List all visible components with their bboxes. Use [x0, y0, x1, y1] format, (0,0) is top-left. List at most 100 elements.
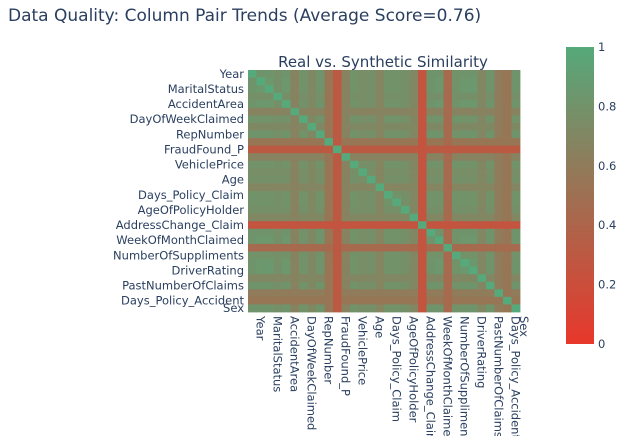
heatmap-cell — [426, 122, 436, 131]
heatmap-cell — [265, 259, 274, 268]
y-tick-label: Age — [222, 173, 244, 187]
heatmap-cell — [384, 168, 393, 177]
heatmap-cell — [273, 281, 283, 290]
heatmap-cell — [324, 160, 334, 169]
heatmap-cell — [392, 122, 402, 131]
heatmap-cell — [477, 100, 487, 109]
heatmap-cell — [494, 213, 504, 222]
heatmap-cell — [324, 168, 334, 177]
heatmap-cell — [273, 100, 283, 109]
heatmap-cell — [460, 243, 470, 252]
heatmap-cell — [503, 160, 512, 169]
heatmap-cell — [494, 77, 504, 86]
heatmap-cell — [401, 191, 410, 199]
heatmap-cell — [503, 236, 512, 245]
heatmap-cell — [265, 107, 274, 116]
heatmap-cell — [511, 100, 521, 109]
heatmap-cell — [401, 213, 410, 222]
heatmap-cell — [307, 115, 317, 124]
heatmap-cell — [460, 213, 470, 222]
heatmap-cell — [333, 213, 342, 222]
heatmap-cell — [282, 296, 291, 305]
heatmap-cell — [443, 198, 453, 207]
heatmap-cell — [460, 206, 470, 215]
heatmap-cell — [265, 228, 274, 237]
heatmap-cell — [477, 183, 487, 192]
heatmap-cell — [307, 304, 317, 313]
heatmap-cell — [392, 243, 402, 252]
heatmap-cell — [435, 221, 444, 230]
heatmap-cell — [418, 304, 427, 313]
heatmap-cell — [248, 130, 257, 139]
heatmap-cell — [435, 281, 444, 290]
heatmap-cell — [494, 160, 504, 169]
heatmap-cell — [290, 221, 300, 230]
heatmap-cell — [256, 228, 266, 237]
heatmap-cell — [375, 183, 385, 192]
heatmap-cell — [282, 130, 291, 139]
heatmap-cell — [341, 92, 351, 101]
heatmap-cell — [494, 183, 504, 192]
heatmap-cell — [452, 206, 461, 215]
heatmap-cell — [384, 92, 393, 101]
heatmap-cell — [299, 228, 308, 237]
heatmap-cell — [511, 145, 521, 154]
heatmap-cell — [384, 130, 393, 139]
heatmap-cell — [350, 251, 359, 260]
heatmap-cell — [324, 251, 334, 260]
heatmap-cell — [307, 183, 317, 192]
heatmap-cell — [426, 213, 436, 222]
heatmap-cell — [494, 206, 504, 215]
heatmap-cell — [452, 274, 461, 283]
heatmap-cell — [494, 236, 504, 245]
heatmap-cell — [494, 100, 504, 109]
heatmap-cell — [401, 296, 410, 305]
heatmap-cell — [435, 130, 444, 139]
heatmap-cell — [392, 206, 402, 215]
heatmap-cell — [418, 243, 427, 252]
heatmap-cell — [290, 168, 300, 177]
heatmap-cell — [350, 213, 359, 222]
heatmap-cell — [469, 289, 478, 298]
heatmap-cell — [469, 168, 478, 177]
heatmap-cell — [256, 153, 266, 162]
heatmap-cell — [307, 70, 317, 78]
heatmap-cell — [324, 92, 334, 101]
heatmap-cell — [384, 107, 393, 116]
heatmap-cell — [460, 266, 470, 275]
heatmap-cell — [426, 236, 436, 245]
heatmap-cell — [443, 259, 453, 268]
heatmap-cell — [350, 77, 359, 86]
heatmap-cell — [443, 85, 453, 94]
y-tick-label: FraudFound_P — [164, 142, 244, 156]
heatmap-cell — [367, 122, 376, 131]
heatmap-cell — [426, 266, 436, 275]
heatmap-cell — [248, 259, 257, 268]
heatmap-cell — [426, 289, 436, 298]
heatmap-cell — [316, 198, 325, 207]
heatmap-cell — [299, 153, 308, 162]
heatmap-cell — [248, 236, 257, 245]
heatmap-cell — [341, 228, 351, 237]
heatmap-cell — [435, 145, 444, 154]
heatmap-cell — [494, 198, 504, 207]
heatmap-cell — [290, 191, 300, 199]
heatmap-cell — [469, 213, 478, 222]
heatmap-cell — [401, 198, 410, 207]
heatmap-cell — [409, 85, 419, 94]
heatmap-cell — [409, 266, 419, 275]
heatmap-cell — [409, 213, 419, 222]
heatmap-cell — [469, 153, 478, 162]
heatmap-cell — [282, 251, 291, 260]
heatmap-cell — [375, 122, 385, 131]
heatmap-cell — [384, 198, 393, 207]
heatmap-cell — [435, 191, 444, 199]
heatmap-cell — [486, 251, 495, 260]
heatmap-cell — [333, 228, 342, 237]
x-tick-label: NumberOfSuppliments — [457, 316, 471, 436]
heatmap-cell — [265, 145, 274, 154]
heatmap-cell — [477, 304, 487, 313]
heatmap-cell — [486, 107, 495, 116]
heatmap-cell — [341, 70, 351, 78]
